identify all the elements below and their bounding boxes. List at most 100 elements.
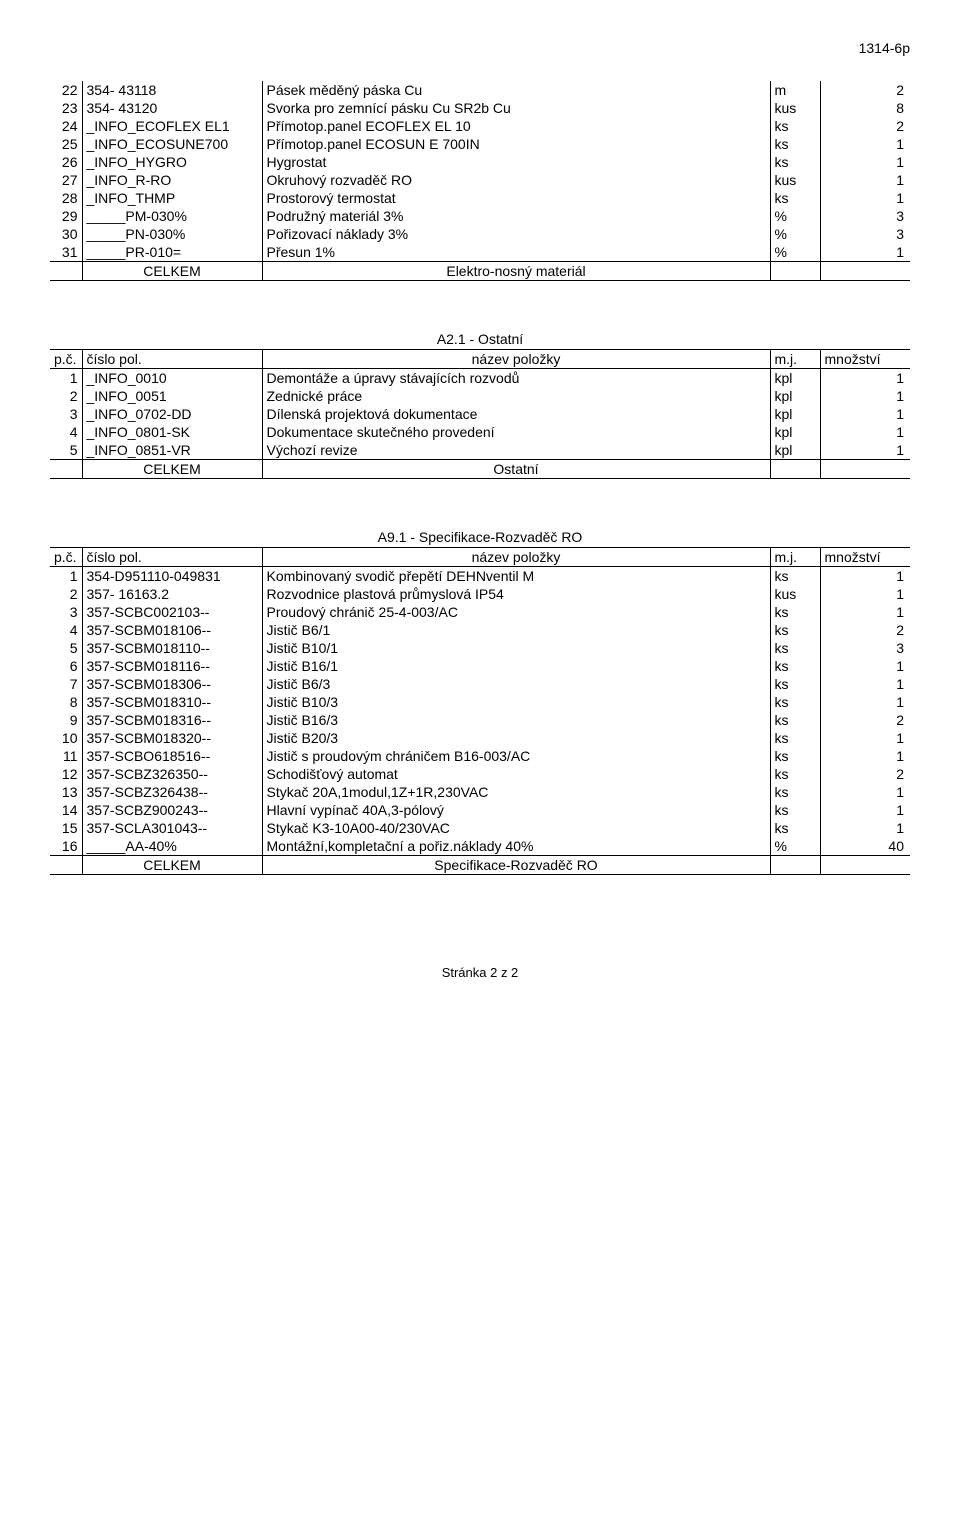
cell-qty: 2 [820, 117, 910, 135]
cell-celkem: CELKEM [82, 856, 262, 875]
cell-name: Jistič B6/1 [262, 621, 770, 639]
table-elektro: 22 354- 43118Pásek měděný páska Cum223 3… [50, 81, 910, 281]
table-row: 25_INFO_ECOSUNE700Přímotop.panel ECOSUN … [50, 135, 910, 153]
cell-idx: 23 [50, 99, 82, 117]
table-footer-row: CELKEMElektro-nosný materiál [50, 262, 910, 281]
cell-idx: 5 [50, 639, 82, 657]
cell-name: Výchozí revize [262, 441, 770, 460]
cell-name: Prostorový termostat [262, 189, 770, 207]
cell-idx: 12 [50, 765, 82, 783]
cell-idx: 16 [50, 837, 82, 856]
cell-code: 357-SCBZ326438-- [82, 783, 262, 801]
cell-code: _INFO_THMP [82, 189, 262, 207]
cell-empty [50, 460, 82, 479]
cell-name: Kombinovaný svodič přepětí DEHNventil M [262, 567, 770, 586]
table-row: 5_INFO_0851-VRVýchozí revizekpl1 [50, 441, 910, 460]
cell-qty: 1 [820, 693, 910, 711]
cell-code: _____PN-030% [82, 225, 262, 243]
cell-empty [50, 856, 82, 875]
cell-name: Jistič B16/3 [262, 711, 770, 729]
cell-name: Přímotop.panel ECOFLEX EL 10 [262, 117, 770, 135]
cell-unit: ks [770, 675, 820, 693]
table-row: 16_____AA-40%Montážní,kompletační a poři… [50, 837, 910, 856]
col-header-idx: p.č. [50, 548, 82, 567]
cell-idx: 9 [50, 711, 82, 729]
cell-name: Pásek měděný páska Cu [262, 81, 770, 99]
cell-name: Jistič B6/3 [262, 675, 770, 693]
cell-unit: ks [770, 117, 820, 135]
table-footer-row: CELKEMOstatní [50, 460, 910, 479]
cell-name: Přesun 1% [262, 243, 770, 262]
cell-unit: ks [770, 603, 820, 621]
table-row: 8357-SCBM018310--Jistič B10/3ks1 [50, 693, 910, 711]
cell-name: Jistič B10/3 [262, 693, 770, 711]
cell-unit: % [770, 243, 820, 262]
table-row: 28_INFO_THMPProstorový termostatks1 [50, 189, 910, 207]
cell-name: Pořizovací náklady 3% [262, 225, 770, 243]
cell-unit: ks [770, 567, 820, 586]
cell-code: _INFO_0851-VR [82, 441, 262, 460]
cell-qty: 1 [820, 171, 910, 189]
cell-idx: 26 [50, 153, 82, 171]
cell-footer-name: Elektro-nosný materiál [262, 262, 770, 281]
cell-empty [770, 460, 820, 479]
cell-name: Jistič B10/1 [262, 639, 770, 657]
cell-qty: 1 [820, 441, 910, 460]
cell-unit: ks [770, 693, 820, 711]
cell-code: 357- 16163.2 [82, 585, 262, 603]
cell-name: Schodišťový automat [262, 765, 770, 783]
cell-celkem: CELKEM [82, 262, 262, 281]
cell-unit: ks [770, 153, 820, 171]
cell-unit: % [770, 225, 820, 243]
cell-qty: 1 [820, 783, 910, 801]
table-row: 9357-SCBM018316--Jistič B16/3ks2 [50, 711, 910, 729]
cell-idx: 4 [50, 621, 82, 639]
table-ostatni: p.č.číslo pol.název položkym.j.množství1… [50, 349, 910, 479]
cell-unit: kpl [770, 387, 820, 405]
col-header-name: název položky [262, 548, 770, 567]
cell-unit: ks [770, 657, 820, 675]
cell-qty: 1 [820, 243, 910, 262]
cell-name: Svorka pro zemnící pásku Cu SR2b Cu [262, 99, 770, 117]
cell-code: 357-SCBM018316-- [82, 711, 262, 729]
col-header-code: číslo pol. [82, 350, 262, 369]
cell-code: _____PM-030% [82, 207, 262, 225]
cell-qty: 3 [820, 225, 910, 243]
cell-qty: 1 [820, 405, 910, 423]
col-header-name: název položky [262, 350, 770, 369]
table-row: 31_____PR-010=Přesun 1%%1 [50, 243, 910, 262]
cell-name: Jistič B16/1 [262, 657, 770, 675]
cell-unit: ks [770, 819, 820, 837]
cell-qty: 1 [820, 801, 910, 819]
cell-unit: ks [770, 729, 820, 747]
cell-name: Stykač 20A,1modul,1Z+1R,230VAC [262, 783, 770, 801]
cell-footer-name: Ostatní [262, 460, 770, 479]
table-row: 4357-SCBM018106--Jistič B6/1ks2 [50, 621, 910, 639]
table-row: 12357-SCBZ326350--Schodišťový automatks2 [50, 765, 910, 783]
cell-name: Demontáže a úpravy stávajících rozvodů [262, 369, 770, 388]
cell-qty: 8 [820, 99, 910, 117]
cell-idx: 31 [50, 243, 82, 262]
cell-idx: 10 [50, 729, 82, 747]
cell-unit: ks [770, 189, 820, 207]
table-row: 1_INFO_0010Demontáže a úpravy stávajícíc… [50, 369, 910, 388]
table-row: 5357-SCBM018110--Jistič B10/1ks3 [50, 639, 910, 657]
cell-code: 357-SCBM018116-- [82, 657, 262, 675]
cell-qty: 1 [820, 189, 910, 207]
cell-qty: 1 [820, 819, 910, 837]
table-row: 1 354-D951110-049831Kombinovaný svodič p… [50, 567, 910, 586]
cell-qty: 1 [820, 585, 910, 603]
cell-code: 354-D951110-049831 [82, 567, 262, 586]
table-row: 10357-SCBM018320--Jistič B20/3ks1 [50, 729, 910, 747]
cell-qty: 2 [820, 81, 910, 99]
cell-name: Přímotop.panel ECOSUN E 700IN [262, 135, 770, 153]
cell-idx: 13 [50, 783, 82, 801]
cell-name: Hygrostat [262, 153, 770, 171]
table-row: 2 357- 16163.2Rozvodnice plastová průmys… [50, 585, 910, 603]
cell-code: _INFO_ECOFLEX EL1 [82, 117, 262, 135]
cell-code: _INFO_0051 [82, 387, 262, 405]
col-header-unit: m.j. [770, 350, 820, 369]
cell-idx: 1 [50, 369, 82, 388]
cell-unit: kpl [770, 441, 820, 460]
table-row: 3357-SCBC002103--Proudový chránič 25-4-0… [50, 603, 910, 621]
